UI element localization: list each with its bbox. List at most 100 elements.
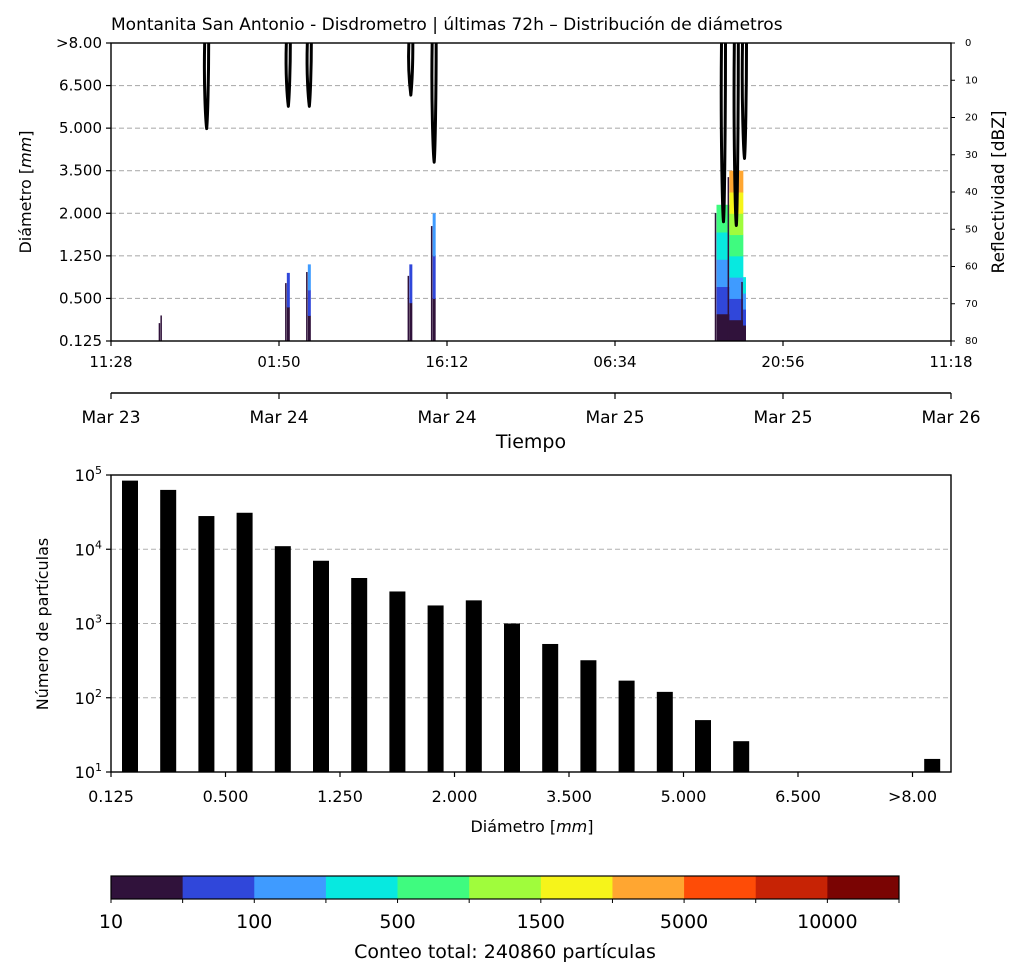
colorbar-segment [755, 876, 828, 899]
top-y-tick-label: 2.000 [59, 204, 102, 222]
histogram-x-tick-label: >8.00 [888, 787, 937, 806]
top-y-axis-ticks: 0.125 0.500 1.250 2.000 3.500 5.000 6.500 >8.00 [56, 34, 111, 350]
reflectivity-spike [202, 42, 211, 131]
top-y2-tick-label: 80 [965, 336, 978, 347]
top-x-tick-label: 01:50 [257, 353, 300, 371]
date-axis-label: Tiempo [495, 431, 566, 453]
spectrum-cell [432, 255, 436, 299]
colorbar-frame [110, 875, 900, 900]
colorbar-segment [612, 876, 685, 899]
colorbar-tick-label: 10 [99, 911, 123, 933]
colorbar-ticks: 10 100 500 1500 5000 10000 [99, 899, 900, 933]
top-y2-tick-label: 40 [965, 187, 978, 198]
spectrum-cell [432, 213, 436, 257]
spectrum-cell [716, 286, 731, 315]
reflectivity-series [202, 42, 748, 228]
histogram-bar [274, 546, 291, 772]
colorbar-segment [182, 876, 255, 899]
histogram-bars [122, 480, 941, 772]
top-y-tick-label: 0.125 [59, 332, 102, 350]
top-y-tick-label: 3.500 [59, 162, 102, 180]
date-tick-label: Mar 24 [249, 408, 308, 428]
histogram-bar [924, 758, 941, 772]
spectrum-cell [286, 306, 290, 342]
histogram-bar [427, 605, 444, 772]
spectrum-cell [307, 264, 311, 291]
date-tick-label: Mar 23 [81, 408, 140, 428]
histogram-bar [198, 516, 215, 772]
colorbar-segment [397, 876, 470, 899]
colorbar-segment [325, 876, 398, 899]
histogram-y-tick-label: 105 [75, 464, 102, 485]
histogram-bar [122, 480, 138, 772]
histogram-bar [160, 489, 177, 772]
colorbar-segment [827, 876, 900, 899]
spectrum-cell [729, 298, 744, 321]
spectrum-cell [716, 259, 731, 288]
colorbar-segment [540, 876, 613, 899]
spectrum-cell [307, 315, 311, 342]
top-y-tick-label: 1.250 [59, 247, 102, 265]
spectrum-cell [716, 313, 731, 342]
spectrum-cell [716, 232, 731, 260]
colorbar-segment [684, 876, 757, 899]
top-grid [111, 85, 951, 299]
spectrum-cell [286, 272, 290, 308]
top-y2-tick-label: 0 [965, 38, 971, 49]
histogram-bar [313, 560, 329, 772]
histogram-x-tick-label: 1.250 [317, 787, 363, 806]
spectrum-heatmap [158, 170, 746, 342]
top-y2-axis-ticks: 0 10 20 30 40 50 60 70 80 [951, 38, 978, 347]
colorbar-segment [254, 876, 327, 899]
histogram-bar [656, 691, 673, 772]
histogram-y-tick-label: 102 [75, 687, 102, 708]
top-y-axis-label: Diámetro [mm] [16, 130, 35, 253]
colorbar-tick-label: 1500 [517, 911, 565, 933]
histogram-x-tick-label: 2.000 [432, 787, 478, 806]
top-y2-tick-label: 30 [965, 150, 978, 161]
top-plot-frame [110, 42, 952, 342]
spectrum-cell [307, 289, 311, 316]
spectrum-cell [743, 277, 746, 294]
chart-title: Montanita San Antonio - Disdrometro | úl… [111, 15, 783, 35]
reflectivity-spike [719, 42, 727, 224]
histogram-y-tick-label: 103 [75, 613, 102, 634]
colorbar-tick-label: 5000 [660, 911, 708, 933]
histogram-bar [389, 591, 406, 772]
histogram-bar [695, 720, 711, 772]
top-y2-axis-label: Reflectividad [dBZ] [989, 111, 1009, 274]
top-x-tick-label: 16:12 [425, 353, 468, 371]
histogram-x-axis-label: Diámetro [mm] [470, 817, 593, 836]
colorbar-tick-label: 100 [236, 911, 272, 933]
top-y-tick-label: 0.500 [59, 289, 102, 307]
reflectivity-spike [305, 42, 313, 108]
histogram-bar [580, 660, 597, 772]
spectrum-cell [729, 255, 744, 278]
reflectivity-spike [740, 42, 748, 160]
date-tick-label: Mar 25 [753, 408, 812, 428]
histogram-bar [618, 680, 635, 772]
spectrum-cell [432, 298, 436, 342]
top-y2-tick-label: 10 [965, 75, 978, 86]
top-x-tick-label: 06:34 [593, 353, 636, 371]
colorbar-tick-label: 10000 [797, 911, 857, 933]
colorbar [111, 876, 900, 899]
spectrum-cell [743, 309, 746, 326]
top-x-tick-label: 20:56 [761, 353, 804, 371]
histogram-x-tick-label: 6.500 [775, 787, 821, 806]
spectrum-cell [729, 319, 744, 342]
histogram-y-tick-label: 101 [75, 761, 102, 782]
reflectivity-spike [732, 42, 740, 228]
date-tick-label: Mar 24 [417, 408, 476, 428]
colorbar-segment [469, 876, 542, 899]
spectrum-cell [409, 302, 413, 342]
colorbar-segment [111, 876, 184, 899]
spectrum-cell [743, 293, 746, 310]
histogram-bar [542, 643, 559, 772]
histogram-x-axis-ticks: 0.125 0.500 1.250 2.000 3.500 5.000 6.500 >8.00 [88, 772, 937, 806]
top-y2-tick-label: 70 [965, 299, 978, 310]
date-axis-ticks: Mar 23 Mar 24 Mar 24 Mar 25 Mar 25 Mar 26 [81, 393, 981, 428]
histogram-x-tick-label: 0.125 [88, 787, 134, 806]
date-tick-label: Mar 25 [585, 408, 644, 428]
histogram-bar [236, 512, 253, 772]
